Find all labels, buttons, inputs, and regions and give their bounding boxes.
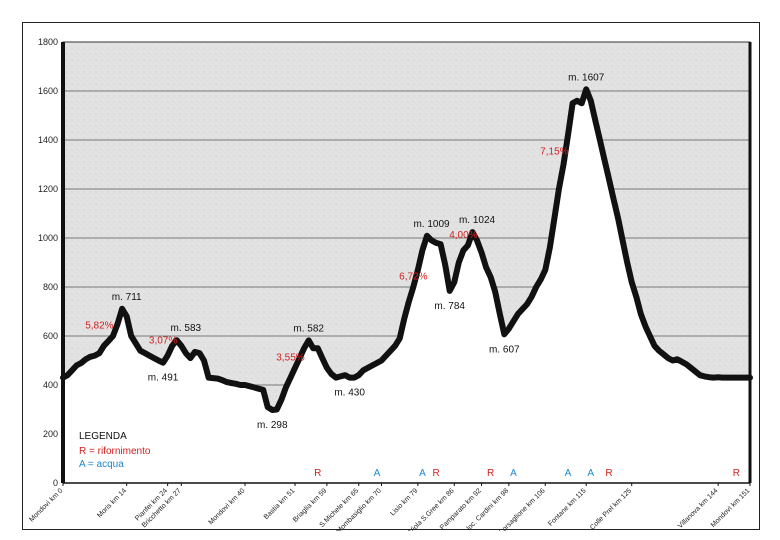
peak-label: m. 1607 bbox=[568, 72, 605, 83]
profile-area bbox=[60, 86, 753, 484]
x-tick-label: Fontane km 115 bbox=[547, 487, 587, 527]
y-tick-label: 1200 bbox=[38, 184, 58, 194]
refuel-marker: R bbox=[314, 468, 321, 479]
x-tick-label: Colle Prel km 125 bbox=[589, 487, 633, 531]
refuel-marker: R bbox=[605, 468, 612, 479]
y-tick-label: 0 bbox=[53, 478, 58, 488]
x-tick-label: Bastia km 51 bbox=[263, 487, 297, 521]
peak-label: m. 1009 bbox=[413, 219, 450, 230]
x-tick-label: Lisio km 79 bbox=[389, 487, 419, 517]
water-marker: A bbox=[587, 468, 594, 479]
water-marker: A bbox=[374, 468, 381, 479]
peak-label: m. 784 bbox=[434, 301, 465, 312]
chart-frame: 0 200 400 600 800 1000 1200 1400 1600 1800 Mondovì… bbox=[22, 22, 760, 531]
legend-item-rifornimento: R = rifornimento bbox=[79, 446, 151, 457]
gradient-label: 7,15% bbox=[540, 147, 568, 158]
y-tick-label: 400 bbox=[43, 380, 58, 390]
peak-label: m. 582 bbox=[293, 323, 324, 334]
y-tick-label: 1400 bbox=[38, 135, 58, 145]
y-tick-label: 1800 bbox=[38, 37, 58, 47]
y-tick-label: 200 bbox=[43, 429, 58, 439]
gradient-label: 3,07% bbox=[149, 335, 177, 346]
peak-label: m. 430 bbox=[334, 388, 365, 399]
peak-label: m. 607 bbox=[489, 344, 520, 355]
x-tick-label: Briaglia km 59 bbox=[292, 487, 328, 523]
legend: LEGENDA R = rifornimento A = acqua bbox=[79, 431, 151, 470]
gradient-label: 5,82% bbox=[85, 321, 113, 332]
peak-label: m. 583 bbox=[171, 323, 202, 334]
elevation-profile-chart: 0 200 400 600 800 1000 1200 1400 1600 1800 Mondovì… bbox=[28, 37, 753, 531]
y-tick-label: 600 bbox=[43, 331, 58, 341]
water-marker: A bbox=[565, 468, 572, 479]
gradient-label: 6,72% bbox=[399, 272, 427, 283]
gradient-label: 3,55% bbox=[276, 353, 304, 364]
y-tick-label: 1600 bbox=[38, 86, 58, 96]
annotations: m. 711 m. 583 m. 491 m. 298 m. 582 m. 430 m. 1… bbox=[85, 72, 740, 479]
peak-label: m. 1024 bbox=[459, 215, 496, 226]
x-tick-label: Mondovì km 40 bbox=[208, 487, 247, 526]
refuel-marker: R bbox=[432, 468, 439, 479]
refuel-marker: R bbox=[487, 468, 494, 479]
water-marker: A bbox=[510, 468, 517, 479]
refuel-marker: R bbox=[733, 468, 740, 479]
y-tick-label: 800 bbox=[43, 282, 58, 292]
peak-label: m. 298 bbox=[257, 420, 288, 431]
gradient-label: 4,00% bbox=[449, 230, 477, 241]
y-tick-label: 1000 bbox=[38, 233, 58, 243]
x-tick-label: Mondovì km 0 bbox=[28, 487, 64, 523]
peak-label: m. 711 bbox=[112, 292, 142, 303]
x-tick-label: Moris km 14 bbox=[96, 487, 128, 519]
legend-item-acqua: A = acqua bbox=[79, 459, 124, 470]
legend-title: LEGENDA bbox=[79, 431, 127, 442]
water-marker: A bbox=[419, 468, 426, 479]
peak-label: m. 491 bbox=[148, 373, 179, 384]
profile-line bbox=[60, 86, 753, 413]
